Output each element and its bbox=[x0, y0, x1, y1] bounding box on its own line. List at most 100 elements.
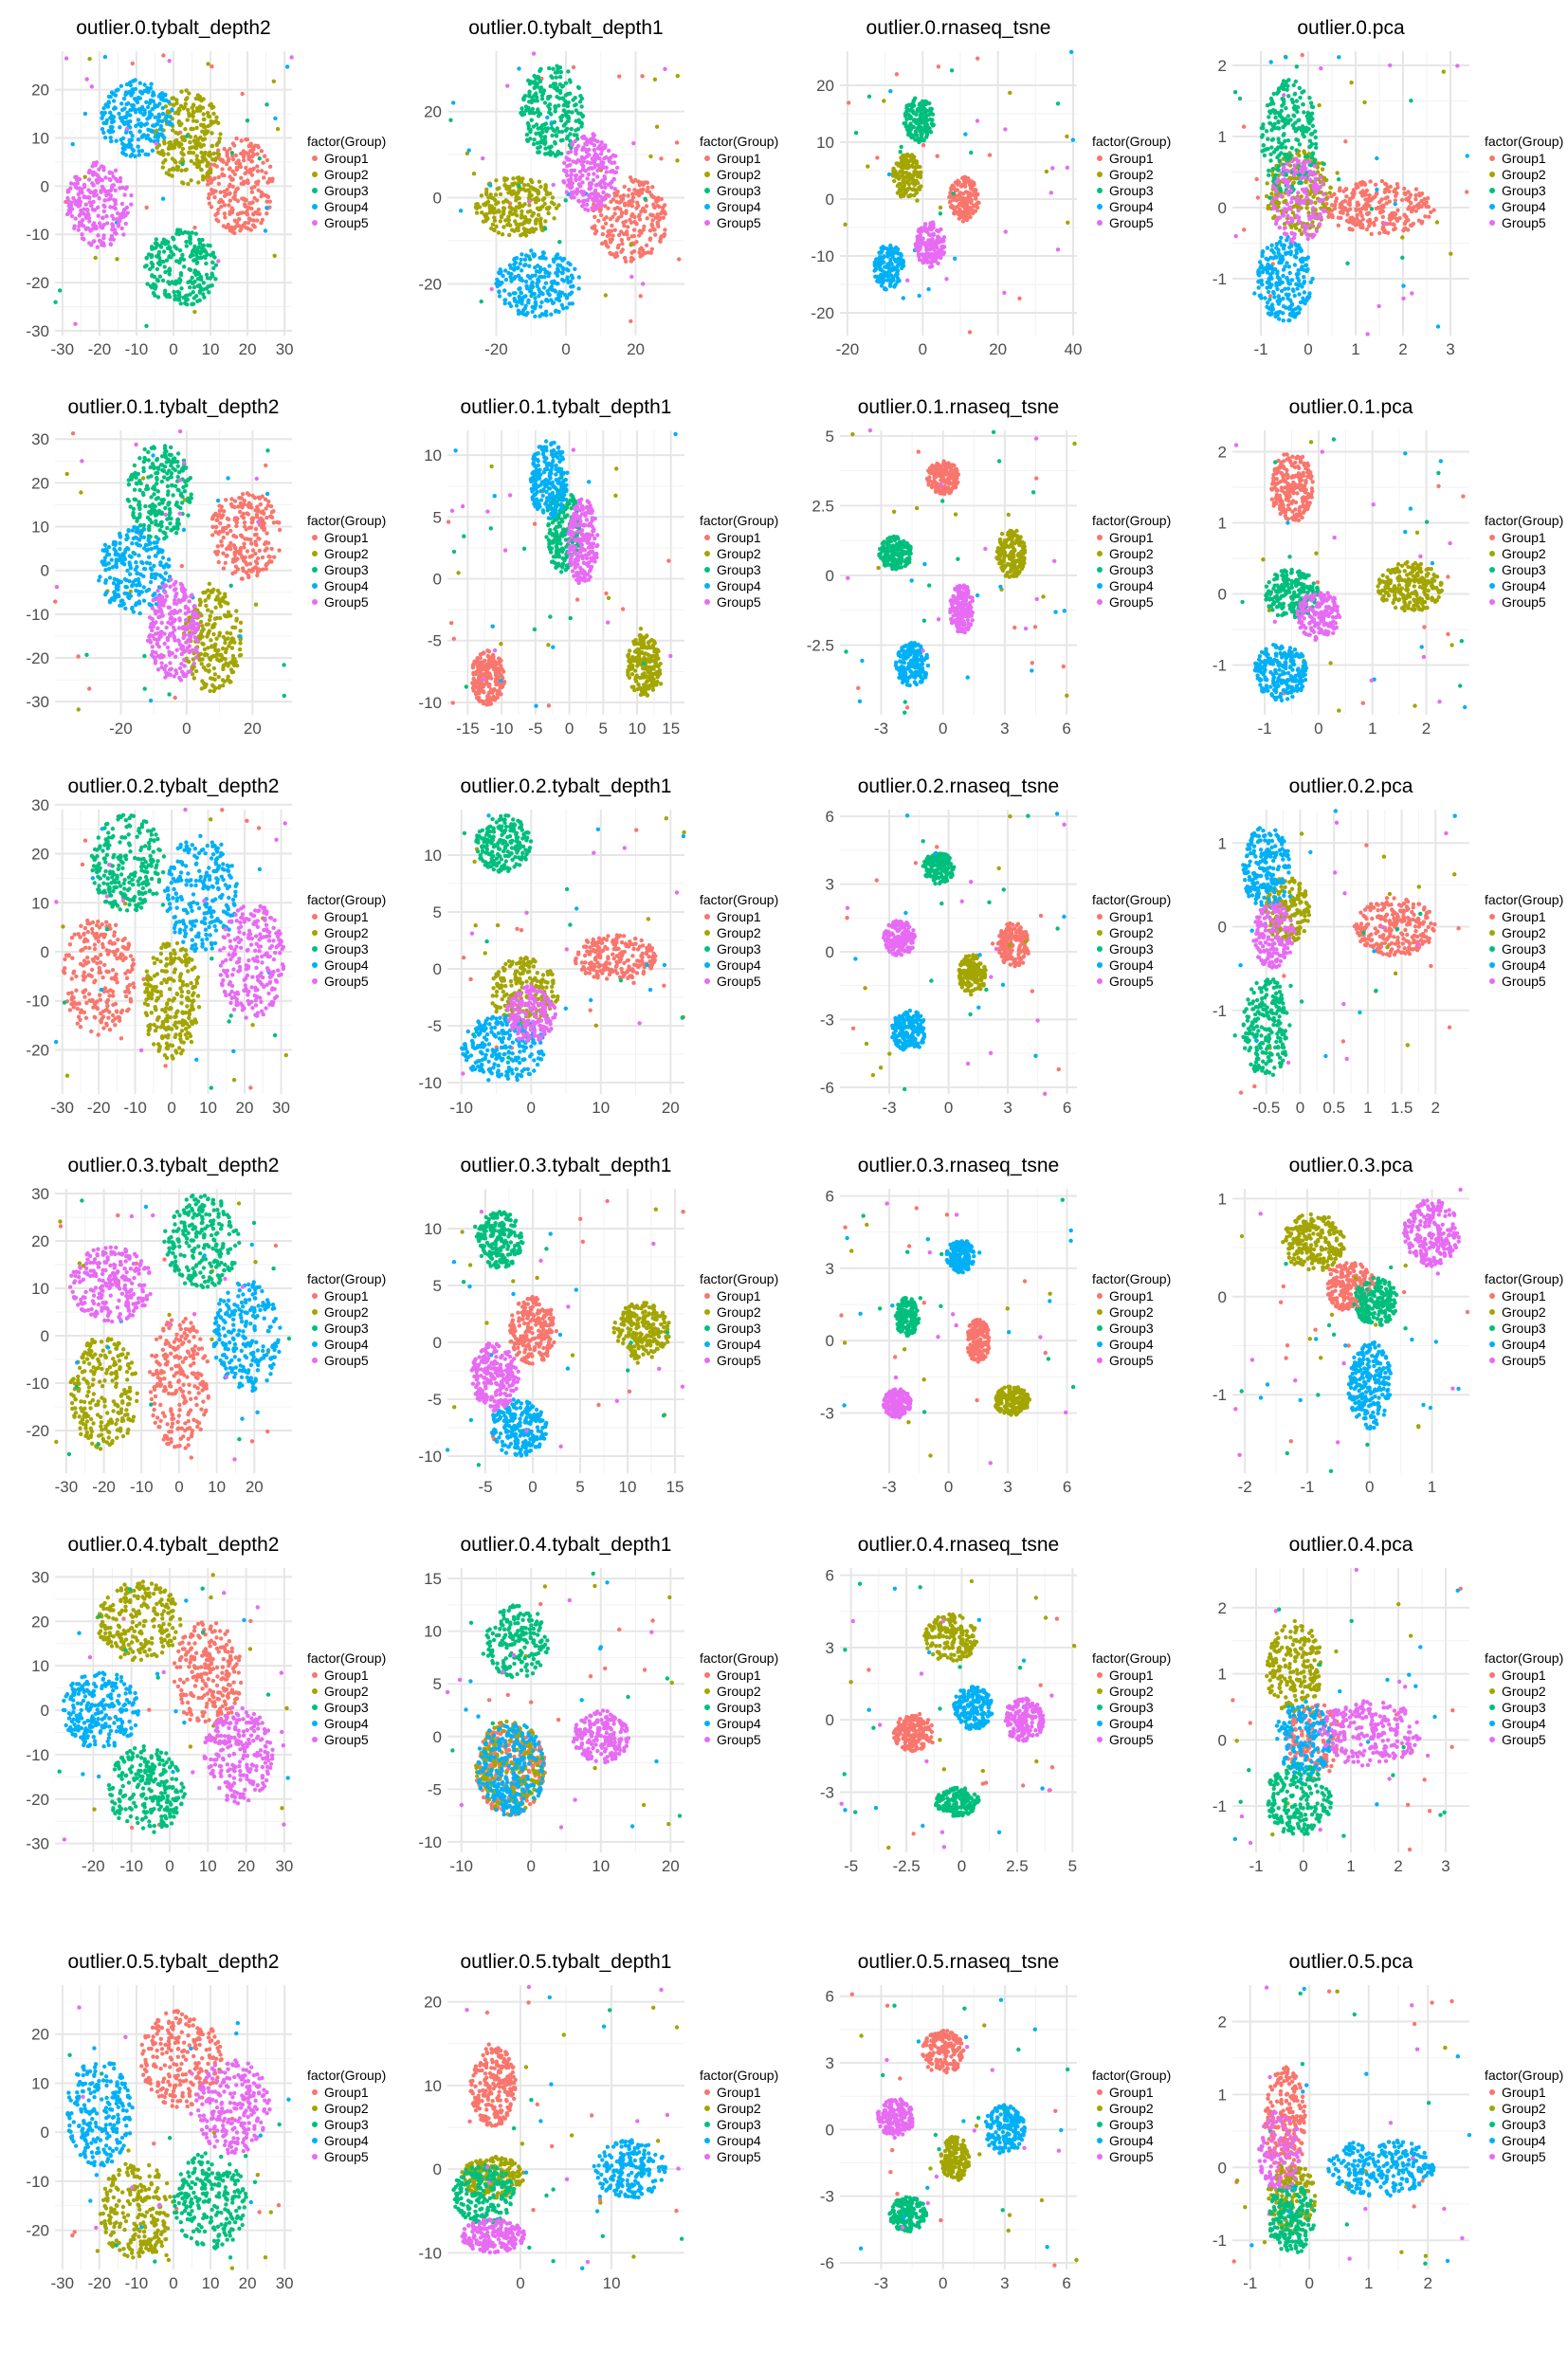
data-point bbox=[539, 93, 545, 99]
data-point bbox=[246, 492, 251, 498]
outlier-point bbox=[663, 66, 667, 71]
data-point bbox=[112, 197, 117, 203]
data-point bbox=[568, 279, 574, 284]
outlier-point bbox=[465, 151, 470, 155]
data-point bbox=[643, 209, 647, 214]
data-point bbox=[1379, 197, 1384, 202]
data-point bbox=[1278, 188, 1284, 193]
data-point bbox=[255, 164, 260, 169]
data-point bbox=[611, 176, 616, 182]
data-point bbox=[195, 137, 201, 142]
outlier-point bbox=[1449, 251, 1453, 256]
data-point bbox=[255, 169, 261, 173]
data-point bbox=[1287, 282, 1292, 286]
data-point bbox=[527, 89, 532, 94]
data-point bbox=[899, 188, 903, 193]
x-tick-label: -10 bbox=[125, 340, 149, 358]
data-point bbox=[160, 133, 165, 138]
data-point bbox=[214, 636, 219, 641]
data-point bbox=[634, 240, 639, 245]
data-point bbox=[620, 197, 626, 202]
data-point bbox=[637, 228, 643, 233]
data-point bbox=[76, 228, 81, 232]
data-point bbox=[883, 286, 887, 291]
data-point bbox=[91, 199, 96, 205]
data-point bbox=[238, 164, 244, 170]
data-point bbox=[1298, 246, 1303, 251]
data-point bbox=[1354, 207, 1358, 211]
data-point bbox=[209, 252, 213, 258]
data-point bbox=[263, 548, 267, 553]
data-point bbox=[201, 112, 206, 117]
data-point bbox=[221, 224, 227, 228]
data-point bbox=[210, 610, 214, 614]
data-point bbox=[1304, 195, 1309, 200]
outlier-point bbox=[629, 243, 633, 247]
data-point bbox=[1277, 126, 1282, 131]
data-point bbox=[230, 177, 235, 182]
legend-label: Group2 bbox=[324, 167, 369, 182]
data-point bbox=[248, 525, 254, 530]
data-point bbox=[614, 253, 620, 259]
data-point bbox=[521, 187, 526, 191]
outlier-point bbox=[527, 199, 532, 204]
data-point bbox=[608, 240, 613, 245]
data-point bbox=[1275, 313, 1280, 318]
outlier-point bbox=[245, 118, 250, 123]
data-point bbox=[475, 202, 480, 207]
data-point bbox=[255, 218, 260, 223]
data-point bbox=[612, 187, 617, 191]
data-point bbox=[587, 186, 592, 191]
data-point bbox=[118, 115, 123, 120]
data-point bbox=[135, 100, 140, 105]
data-point bbox=[1295, 126, 1301, 131]
data-point bbox=[191, 281, 195, 285]
data-point bbox=[593, 165, 597, 170]
data-point bbox=[191, 284, 197, 290]
data-point bbox=[232, 218, 237, 223]
data-point bbox=[1294, 250, 1300, 255]
data-point bbox=[960, 219, 966, 224]
outlier-point bbox=[210, 64, 214, 69]
data-point bbox=[1272, 111, 1278, 116]
data-point bbox=[264, 171, 268, 175]
data-point bbox=[1297, 292, 1302, 297]
outlier-point bbox=[987, 153, 993, 157]
data-point bbox=[503, 277, 509, 283]
outlier-point bbox=[866, 94, 872, 100]
data-point bbox=[227, 184, 232, 189]
data-point bbox=[163, 292, 168, 298]
data-point bbox=[1308, 115, 1313, 120]
data-point bbox=[1283, 198, 1288, 203]
outlier-point bbox=[115, 257, 119, 262]
outlier-point bbox=[1337, 55, 1341, 60]
data-point bbox=[1383, 196, 1388, 201]
data-point bbox=[1271, 256, 1276, 261]
data-point bbox=[153, 241, 158, 246]
data-point bbox=[1425, 196, 1431, 201]
data-point bbox=[507, 205, 512, 210]
data-point bbox=[644, 204, 649, 209]
data-point bbox=[158, 151, 163, 156]
data-point bbox=[147, 114, 152, 119]
data-point bbox=[255, 573, 260, 578]
data-point bbox=[597, 209, 603, 213]
data-point bbox=[105, 104, 111, 109]
data-point bbox=[227, 203, 231, 208]
data-point bbox=[556, 103, 561, 108]
data-point bbox=[211, 111, 216, 117]
data-point bbox=[516, 191, 520, 195]
x-tick-label: 40 bbox=[1065, 340, 1083, 358]
legend-label: Group5 bbox=[717, 215, 761, 230]
data-point bbox=[1280, 82, 1285, 87]
data-point bbox=[1291, 235, 1297, 241]
data-point bbox=[134, 108, 138, 113]
data-point bbox=[214, 552, 220, 556]
data-point bbox=[1295, 109, 1300, 115]
data-point bbox=[204, 272, 210, 277]
scatter-plot: outlier.0.tybalt_depth1-20 0 20-20020facto… bbox=[418, 17, 778, 358]
data-point bbox=[201, 124, 206, 129]
data-point bbox=[1294, 213, 1299, 218]
cluster-group4 bbox=[70, 54, 290, 233]
data-point bbox=[574, 146, 578, 152]
